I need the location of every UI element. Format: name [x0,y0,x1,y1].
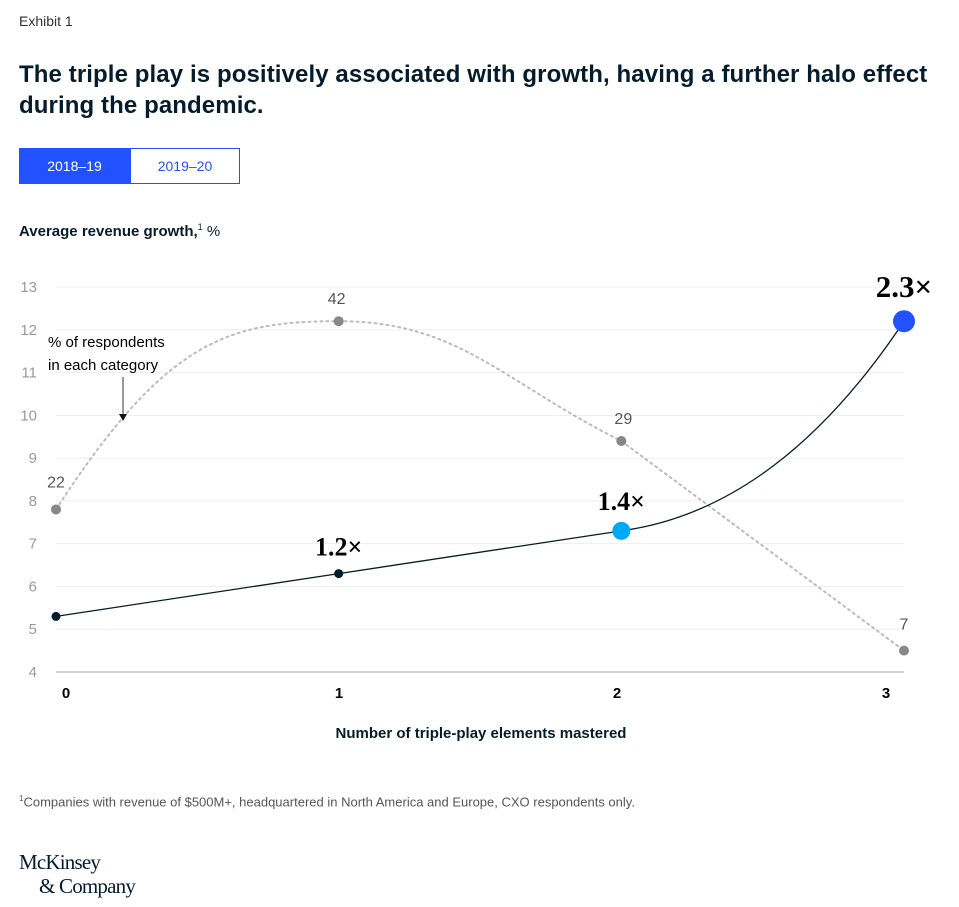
x-tick-label: 2 [613,685,621,702]
x-tick-labels: 0 1 2 3 [62,685,890,702]
y-tick-label: 7 [29,536,37,553]
multiplier-label: 1.4× [598,487,645,516]
y-tick-label: 10 [20,407,37,424]
y-axis-title-text: Average revenue growth, [19,223,198,240]
x-tick-label: 3 [882,685,890,702]
arrow-down-icon [119,414,127,421]
annotation-line-2: in each category [48,357,159,374]
annotation-line-1: % of respondents [48,334,165,351]
revenue-points: 1.2× 1.4× 2.3× [51,269,932,621]
revenue-point [612,521,631,540]
respondent-point [616,436,627,446]
chart-title: The triple play is positively associated… [19,61,928,119]
logo-line-1: McKinsey [19,850,101,874]
respondent-point [899,645,909,656]
y-tick-labels: 4 5 6 7 8 9 10 11 12 13 [20,279,37,681]
revenue-point [893,310,915,333]
y-tick-label: 5 [29,621,37,638]
respondent-point [51,504,61,515]
respondent-points: 22 42 29 7 [47,291,909,656]
footnote: 1Companies with revenue of $500M+, headq… [19,794,635,809]
y-tick-label: 9 [29,450,37,467]
respondent-label: 29 [614,411,632,428]
y-tick-label: 11 [21,365,37,382]
x-tick-label: 0 [62,685,70,702]
x-tick-label: 1 [335,685,343,702]
multiplier-label: 1.2× [315,533,362,562]
footnote-marker: 1 [19,794,24,803]
tab-2018-19[interactable]: 2018–19 [19,148,130,184]
y-tick-label: 6 [29,578,37,595]
respondent-label: 7 [900,617,909,634]
revenue-point [334,569,344,579]
revenue-growth-line [55,320,905,618]
footnote-text: Companies with revenue of $500M+, headqu… [23,794,635,810]
exhibit-label: Exhibit 1 [19,13,73,29]
x-axis-title: Number of triple-play elements mastered [335,725,627,742]
y-tick-label: 8 [29,493,37,510]
multiplier-label: 2.3× [876,269,932,304]
logo-line-2: & Company [39,874,136,898]
respondent-label: 42 [328,291,346,308]
y-tick-label: 13 [20,279,37,296]
respondents-dotted-line [55,320,905,652]
y-axis-title: Average revenue growth,1 % [19,222,220,240]
period-tabs: 2018–19 2019–20 [19,148,240,184]
respondents-annotation: % of respondents in each category [48,334,165,421]
respondent-point [333,316,344,327]
mckinsey-logo: McKinsey & Company [19,850,136,898]
tab-2019-20[interactable]: 2019–20 [130,148,240,184]
y-tick-label: 4 [29,664,37,681]
gridlines [56,286,904,673]
y-axis-unit: % [206,223,221,240]
y-tick-label: 12 [20,322,37,339]
y-axis-footnote-marker: 1 [197,222,203,232]
revenue-point [51,611,61,621]
respondent-label: 22 [47,474,65,491]
